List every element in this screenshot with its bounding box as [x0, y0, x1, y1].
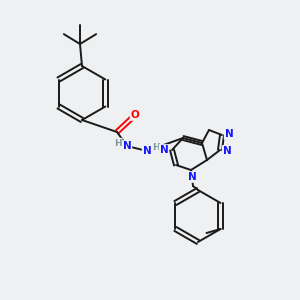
Text: N: N [223, 146, 231, 156]
Text: O: O [130, 110, 140, 120]
Text: N: N [123, 141, 131, 151]
Text: H: H [152, 143, 160, 152]
Text: H: H [114, 139, 122, 148]
Text: N: N [142, 146, 152, 156]
Text: N: N [160, 145, 168, 155]
Text: N: N [225, 129, 233, 139]
Text: N: N [188, 172, 196, 182]
